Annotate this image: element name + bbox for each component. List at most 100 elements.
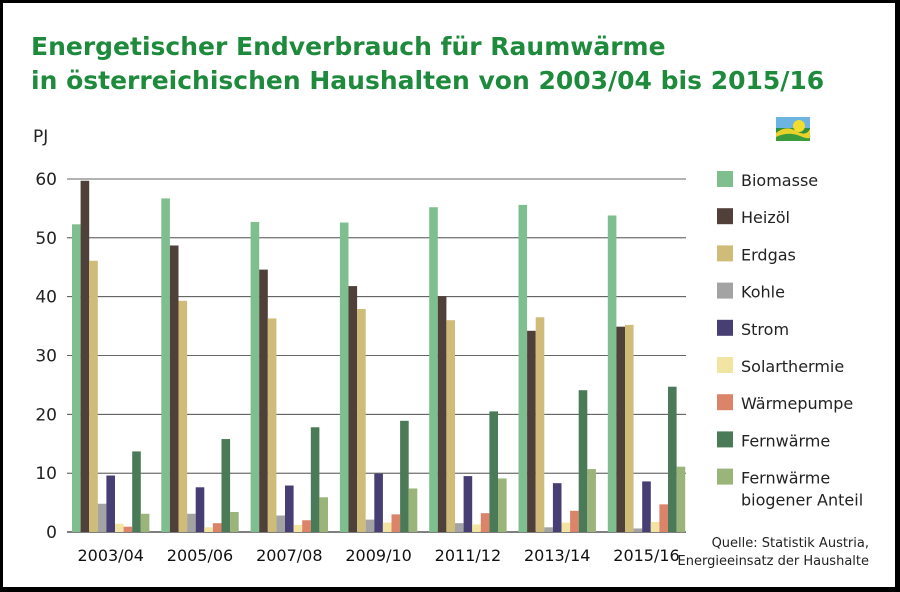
- y-tick-label: 60: [35, 170, 57, 190]
- legend-swatch: [717, 431, 733, 448]
- legend-label: Fernwärme: [741, 431, 830, 450]
- legend-swatch: [717, 171, 733, 187]
- bar-fernwärme-2007/08: [310, 427, 320, 532]
- bar-heizöl-2007/08: [259, 269, 268, 532]
- bar-fernwärme-2009/10: [400, 420, 409, 532]
- bar-strom-2003/04: [106, 475, 115, 532]
- bar-wärmepumpe-2011/12: [480, 513, 490, 532]
- bar-kohle-2007/08: [276, 515, 285, 532]
- y-tick-label: 50: [35, 229, 57, 249]
- bar-kohle-2009/10: [365, 519, 375, 532]
- bar-strom-2009/10: [374, 473, 383, 532]
- bar-fernwärme-biogener-anteil-2013/14: [587, 469, 596, 532]
- legend-label: Heizöl: [741, 208, 790, 227]
- bar-fernwärme-2003/04: [132, 451, 141, 532]
- bar-wärmepumpe-2009/10: [391, 514, 401, 532]
- chart: Energetischer Endverbrauch für Raumwärme…: [31, 32, 869, 569]
- bar-heizöl-2009/10: [348, 286, 358, 532]
- bar-erdgas-2013/14: [535, 317, 545, 532]
- bar-biomasse-2003/04: [72, 224, 81, 532]
- legend-label: Fernwärme: [741, 469, 830, 488]
- legend: Biomasse Heizöl Erdgas Kohle Strom Solartherm…: [717, 171, 863, 510]
- legend-label: Wärmepumpe: [741, 394, 853, 413]
- y-tick-label: 40: [35, 288, 57, 308]
- legend-swatch: [717, 319, 733, 336]
- x-tick-label: 2003/04: [77, 546, 143, 565]
- bar-kohle-2003/04: [97, 503, 107, 532]
- chart-frame: Energetischer Endverbrauch für Raumwärme…: [3, 3, 895, 587]
- source-line-1: Quelle: Statistik Austria,: [712, 536, 869, 551]
- bar-heizöl-2015/16: [616, 326, 625, 532]
- bar-strom-2015/16: [642, 481, 651, 532]
- legend-swatch: [717, 468, 733, 485]
- bar-kohle-2005/06: [187, 513, 196, 532]
- y-axis-ticks: 0 10 20 30 40 50 60: [35, 170, 57, 543]
- chart-title-line-1: Energetischer Endverbrauch für Raumwärme: [31, 32, 666, 61]
- bar-fernwärme-2005/06: [221, 439, 231, 532]
- bar-biomasse-2009/10: [339, 222, 349, 532]
- legend-label: Kohle: [741, 283, 785, 302]
- landscape-logo-icon: [776, 117, 811, 141]
- bar-kohle-2015/16: [633, 528, 643, 532]
- legend-label: biogener Anteil: [741, 491, 863, 510]
- bar-fernwärme-biogener-anteil-2009/10: [408, 488, 418, 532]
- bar-strom-2013/14: [552, 483, 562, 532]
- y-tick-label: 0: [46, 523, 57, 543]
- legend-swatch: [717, 245, 733, 262]
- bar-wärmepumpe-2015/16: [659, 504, 668, 532]
- y-axis-unit-label: PJ: [33, 127, 48, 147]
- bar-solarthermie-2007/08: [293, 524, 303, 532]
- bar-fernwärme-2013/14: [578, 390, 588, 532]
- bar-erdgas-2005/06: [178, 300, 188, 532]
- bar-erdgas-2003/04: [89, 260, 98, 532]
- legend-swatch: [717, 357, 733, 373]
- bar-kohle-2013/14: [544, 527, 553, 532]
- chart-title-line-2: in österreichischen Haushalten von 2003/…: [31, 66, 824, 95]
- bar-heizöl-2013/14: [527, 330, 536, 532]
- x-tick-label: 2013/14: [524, 546, 590, 565]
- bar-wärmepumpe-2005/06: [212, 523, 222, 532]
- bar-kohle-2011/12: [455, 523, 464, 532]
- legend-label: Solarthermie: [741, 357, 844, 376]
- y-tick-label: 20: [35, 405, 57, 425]
- x-tick-label: 2009/10: [345, 546, 411, 565]
- x-tick-label: 2005/06: [167, 546, 233, 565]
- bar-solarthermie-2003/04: [115, 523, 124, 532]
- bar-wärmepumpe-2013/14: [570, 510, 579, 532]
- x-tick-label: 2007/08: [256, 546, 322, 565]
- bar-biomasse-2011/12: [429, 207, 438, 533]
- bar-erdgas-2007/08: [267, 318, 277, 532]
- bar-fernwärme-biogener-anteil-2003/04: [140, 513, 150, 532]
- legend-swatch: [717, 208, 733, 225]
- bar-erdgas-2015/16: [625, 324, 634, 532]
- bar-erdgas-2009/10: [357, 309, 366, 532]
- bar-fernwärme-biogener-anteil-2011/12: [498, 478, 507, 532]
- bars: [72, 180, 686, 533]
- legend-swatch: [717, 282, 733, 299]
- bar-wärmepumpe-2007/08: [302, 520, 311, 532]
- bar-strom-2011/12: [463, 476, 473, 532]
- legend-label: Erdgas: [741, 245, 796, 264]
- bar-biomasse-2013/14: [518, 204, 528, 533]
- bar-erdgas-2011/12: [446, 320, 455, 532]
- bar-fernwärme-2015/16: [668, 386, 677, 532]
- bar-solarthermie-2013/14: [561, 522, 571, 532]
- bar-wärmepumpe-2003/04: [123, 526, 133, 532]
- bar-heizöl-2005/06: [169, 245, 179, 532]
- legend-label: Biomasse: [741, 171, 818, 190]
- y-tick-label: 10: [35, 464, 57, 484]
- y-tick-label: 30: [35, 347, 57, 367]
- bar-fernwärme-2011/12: [489, 411, 498, 532]
- bar-solarthermie-2015/16: [650, 521, 660, 532]
- bar-fernwärme-biogener-anteil-2007/08: [319, 497, 328, 532]
- bar-biomasse-2005/06: [161, 198, 170, 533]
- bar-biomasse-2007/08: [250, 221, 260, 532]
- bar-biomasse-2015/16: [607, 215, 617, 532]
- bar-fernwärme-biogener-anteil-2015/16: [676, 466, 686, 532]
- source-line-2: Energieeinsatz der Haushalte: [678, 554, 869, 569]
- bar-solarthermie-2005/06: [204, 527, 213, 532]
- bar-heizöl-2011/12: [437, 296, 447, 532]
- bar-solarthermie-2009/10: [382, 522, 392, 532]
- legend-swatch: [717, 394, 733, 411]
- bar-solarthermie-2011/12: [472, 524, 481, 532]
